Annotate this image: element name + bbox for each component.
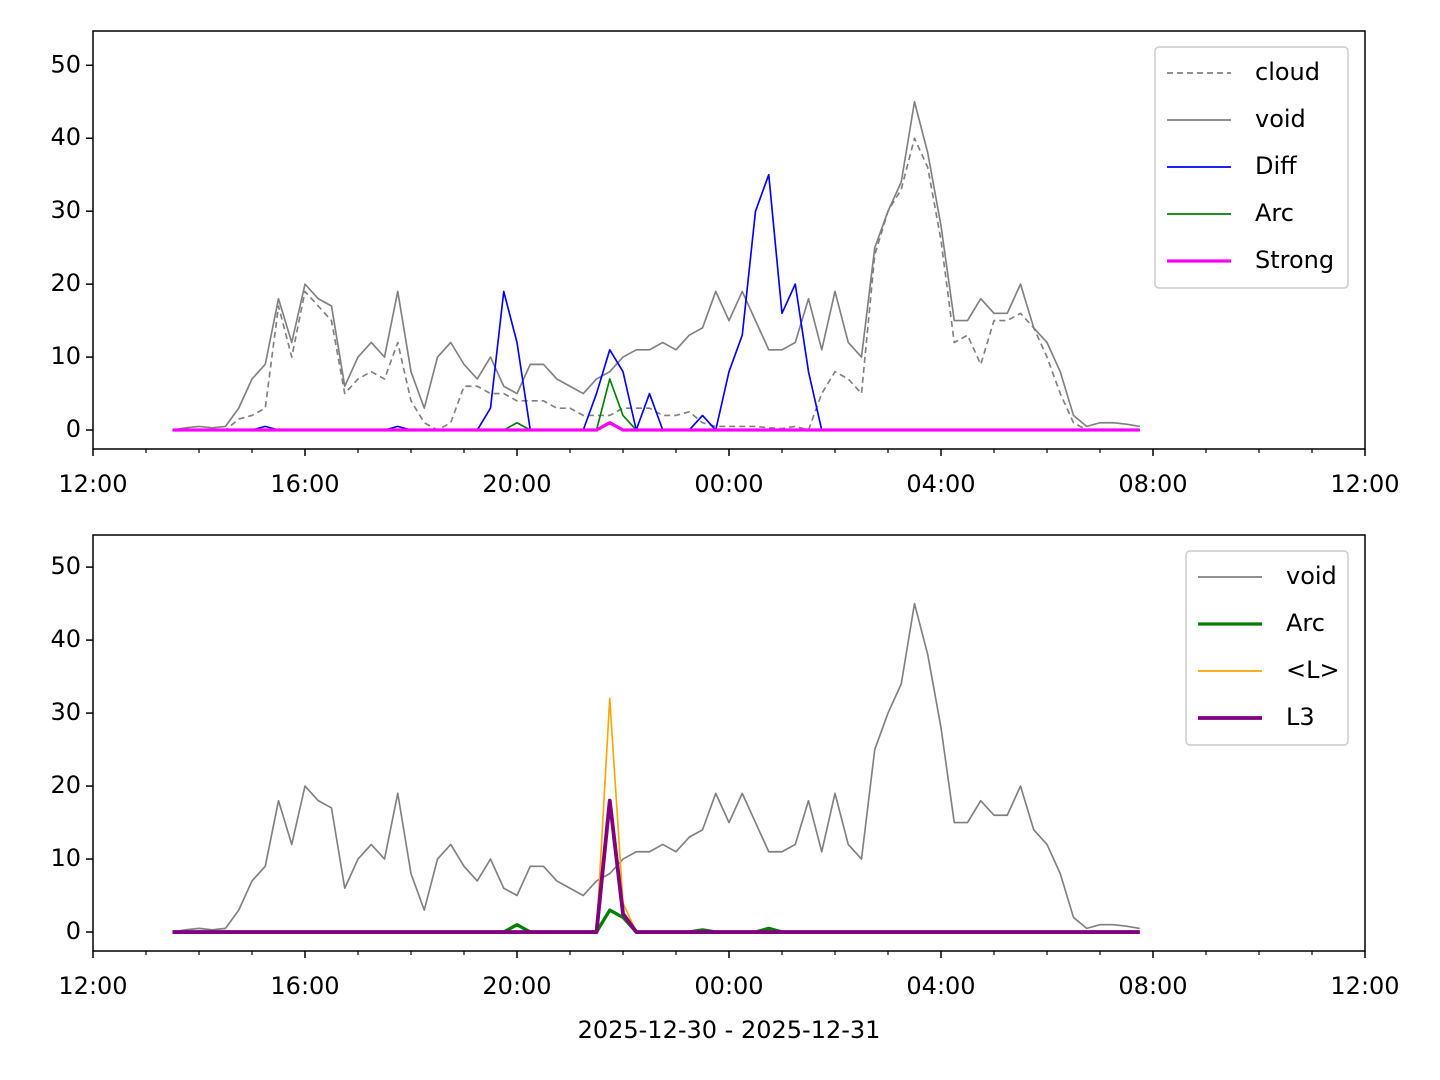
x-tick-label: 12:00 bbox=[1330, 972, 1399, 1000]
legend-box bbox=[1154, 46, 1349, 289]
y-tick-label: 10 bbox=[50, 342, 81, 370]
data-line bbox=[172, 378, 1140, 431]
y-tick-label: 0 bbox=[66, 415, 81, 443]
y-tick-label: 40 bbox=[50, 123, 81, 151]
legend-label: Arc bbox=[1255, 199, 1294, 227]
x-tick-label: 00:00 bbox=[694, 470, 763, 498]
data-line bbox=[172, 602, 1140, 933]
x-tick-label: 12:00 bbox=[58, 470, 127, 498]
data-line bbox=[172, 908, 1140, 934]
x-tick-label: 12:00 bbox=[58, 972, 127, 1000]
x-tick-label: 20:00 bbox=[482, 470, 551, 498]
legend-label: Strong bbox=[1255, 246, 1334, 274]
data-line bbox=[172, 100, 1140, 431]
y-tick-label: 20 bbox=[50, 269, 81, 297]
legend-label: cloud bbox=[1255, 58, 1320, 86]
legend-label: L3 bbox=[1286, 703, 1315, 731]
axes-frame bbox=[92, 30, 1366, 450]
data-line bbox=[172, 798, 1140, 934]
subplot: 0 10 20 30 40 50 12:00 16:00 20:00 00:00 04:00 08:0… bbox=[50, 534, 1400, 1044]
x-tick-label: 12:00 bbox=[1330, 470, 1399, 498]
data-line bbox=[172, 173, 1140, 431]
x-tick-label: 00:00 bbox=[694, 972, 763, 1000]
legend-label: Arc bbox=[1286, 609, 1325, 637]
legend: void Arc <L> L3 bbox=[1185, 550, 1349, 746]
y-tick-label: 50 bbox=[50, 50, 81, 78]
subplot: 0 10 20 30 40 50 12:00 16:00 20:00 00:00 04:00 08:0… bbox=[50, 30, 1400, 498]
x-tick-label: 16:00 bbox=[270, 972, 339, 1000]
y-tick-label: 30 bbox=[50, 196, 81, 224]
axes-frame bbox=[92, 534, 1366, 952]
data-line bbox=[172, 421, 1140, 432]
x-axis-label: 2025-12-30 - 2025-12-31 bbox=[578, 1016, 881, 1044]
x-tick-label: 04:00 bbox=[906, 470, 975, 498]
x-tick-label: 08:00 bbox=[1118, 470, 1187, 498]
legend-label: Diff bbox=[1255, 152, 1297, 180]
legend-label: void bbox=[1286, 562, 1337, 590]
legend-box bbox=[1185, 550, 1349, 746]
y-tick-label: 40 bbox=[50, 625, 81, 653]
x-tick-label: 20:00 bbox=[482, 972, 551, 1000]
x-tick-label: 16:00 bbox=[270, 470, 339, 498]
x-tick-label: 08:00 bbox=[1118, 972, 1187, 1000]
legend-label: void bbox=[1255, 105, 1306, 133]
x-tick-label: 04:00 bbox=[906, 972, 975, 1000]
data-line bbox=[172, 137, 1140, 431]
y-tick-label: 20 bbox=[50, 771, 81, 799]
legend: cloud void Diff Arc Strong bbox=[1154, 46, 1349, 289]
y-tick-label: 50 bbox=[50, 552, 81, 580]
y-tick-label: 0 bbox=[66, 917, 81, 945]
legend-label: <L> bbox=[1286, 656, 1340, 684]
y-tick-label: 10 bbox=[50, 844, 81, 872]
y-tick-label: 30 bbox=[50, 698, 81, 726]
